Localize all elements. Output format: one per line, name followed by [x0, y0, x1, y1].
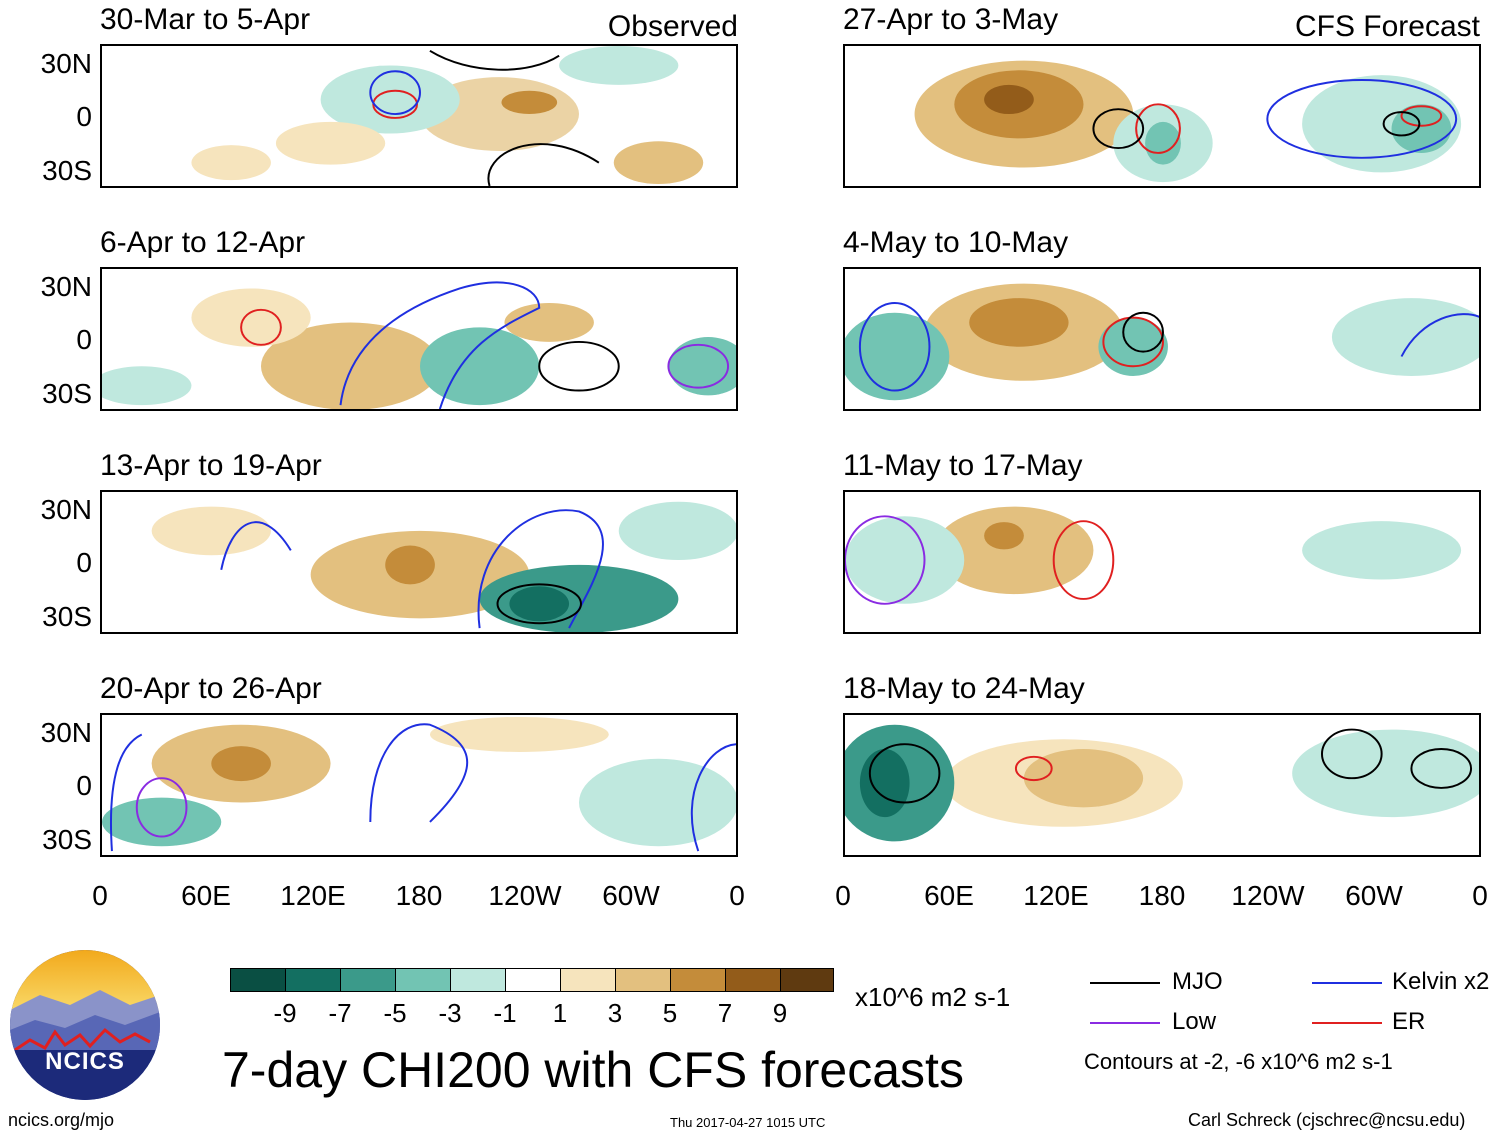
legend-label-mjo: MJO — [1172, 968, 1223, 995]
forecast-panel-3-title: 11-May to 17-May — [843, 449, 1083, 482]
lon-label-0: 0 — [835, 880, 851, 911]
forecast-panel-1-title: 27-Apr to 3-May — [843, 3, 1059, 36]
lon-label-0: 0 — [92, 880, 108, 911]
colorbar-tick: -1 — [493, 998, 517, 1028]
forecast-map-panel-3 — [843, 490, 1481, 634]
lon-label-60e: 60E — [924, 880, 974, 911]
colorbar-tick: 3 — [607, 998, 623, 1028]
colorbar-swatch — [560, 968, 616, 992]
colorbar-tick: -5 — [383, 998, 407, 1028]
colorbar-swatch — [230, 968, 286, 992]
legend-label-low: Low — [1172, 1008, 1217, 1035]
footer-timestamp: Thu 2017-04-27 1015 UTC — [670, 1115, 826, 1130]
colorbar-tick: 5 — [662, 998, 678, 1028]
lat-label-30n: 30N — [40, 717, 92, 748]
colorbar-tick: -7 — [328, 998, 352, 1028]
lat-label-30s: 30S — [42, 378, 92, 409]
lat-label-eq: 0 — [76, 770, 92, 801]
legend-line-er — [1312, 1022, 1382, 1024]
observed-panel-3-title: 13-Apr to 19-Apr — [100, 449, 322, 482]
legend-line-mjo — [1090, 982, 1160, 984]
legend-label-er: ER — [1392, 1008, 1426, 1035]
legend-line-kelvin — [1312, 982, 1382, 984]
lon-label-60w: 60W — [1345, 880, 1403, 911]
lon-label-60w: 60W — [602, 880, 660, 911]
lat-label-30n: 30N — [40, 494, 92, 525]
main-title: 7-day CHI200 with CFS forecasts — [222, 1042, 964, 1098]
forecast-panel-4-title: 18-May to 24-May — [843, 672, 1085, 705]
lat-label-eq: 0 — [76, 101, 92, 132]
footer-url[interactable]: ncics.org/mjo — [8, 1110, 115, 1130]
colorbar-swatch — [450, 968, 506, 992]
legend-line-low — [1090, 1022, 1160, 1024]
lat-label-30s: 30S — [42, 824, 92, 855]
lon-label-180: 180 — [395, 880, 443, 911]
colorbar-tick: 1 — [552, 998, 568, 1028]
footer-author: Carl Schreck (cjschrec@ncsu.edu) — [1188, 1110, 1466, 1130]
observed-map-panel-1 — [100, 44, 738, 188]
forecast-panel-2-title: 4-May to 10-May — [843, 226, 1069, 259]
colorbar-swatch — [505, 968, 561, 992]
lon-label-0-end: 0 — [729, 880, 745, 911]
forecast-map-panel-4 — [843, 713, 1481, 857]
observed-panel-2-title: 6-Apr to 12-Apr — [100, 226, 306, 259]
colorbar-units: x10^6 m2 s-1 — [855, 982, 1011, 1012]
lat-label-30n: 30N — [40, 271, 92, 302]
lon-label-120e: 120E — [280, 880, 346, 911]
observed-map-panel-2 — [100, 267, 738, 411]
colorbar-swatch — [780, 968, 834, 992]
colorbar-tick: 7 — [717, 998, 733, 1028]
lon-label-0-end: 0 — [1472, 880, 1488, 911]
lon-label-60e: 60E — [181, 880, 231, 911]
contours-note: Contours at -2, -6 x10^6 m2 s-1 — [1084, 1049, 1393, 1074]
forecast-map-panel-1 — [843, 44, 1481, 188]
lon-label-180: 180 — [1138, 880, 1186, 911]
observed-map-panel-3 — [100, 490, 738, 634]
forecast-label: CFS Forecast — [1294, 10, 1480, 43]
colorbar-tick: -9 — [273, 998, 297, 1028]
colorbar-swatch — [670, 968, 726, 992]
lat-label-30s: 30S — [42, 155, 92, 186]
lon-label-120w: 120W — [488, 880, 562, 911]
colorbar-tick: 9 — [772, 998, 788, 1028]
forecast-map-panel-2 — [843, 267, 1481, 411]
colorbar-swatch — [615, 968, 671, 992]
colorbar-swatch — [725, 968, 781, 992]
legend-label-kelvin: Kelvin x2 — [1392, 968, 1490, 995]
lat-label-30n: 30N — [40, 48, 92, 79]
ncics-logo: NCICS — [10, 950, 160, 1100]
colorbar-swatch — [395, 968, 451, 992]
lon-label-120e: 120E — [1023, 880, 1089, 911]
logo-text: NCICS — [45, 1048, 125, 1075]
lon-label-120w: 120W — [1231, 880, 1305, 911]
lat-label-eq: 0 — [76, 547, 92, 578]
colorbar-tick: -3 — [438, 998, 462, 1028]
observed-label: Observed — [607, 10, 738, 43]
observed-panel-4-title: 20-Apr to 26-Apr — [100, 672, 322, 705]
observed-panel-1-title: 30-Mar to 5-Apr — [100, 3, 311, 36]
observed-map-panel-4 — [100, 713, 738, 857]
colorbar-swatch — [340, 968, 396, 992]
lat-label-30s: 30S — [42, 601, 92, 632]
lat-label-eq: 0 — [76, 324, 92, 355]
colorbar-swatch — [285, 968, 341, 992]
